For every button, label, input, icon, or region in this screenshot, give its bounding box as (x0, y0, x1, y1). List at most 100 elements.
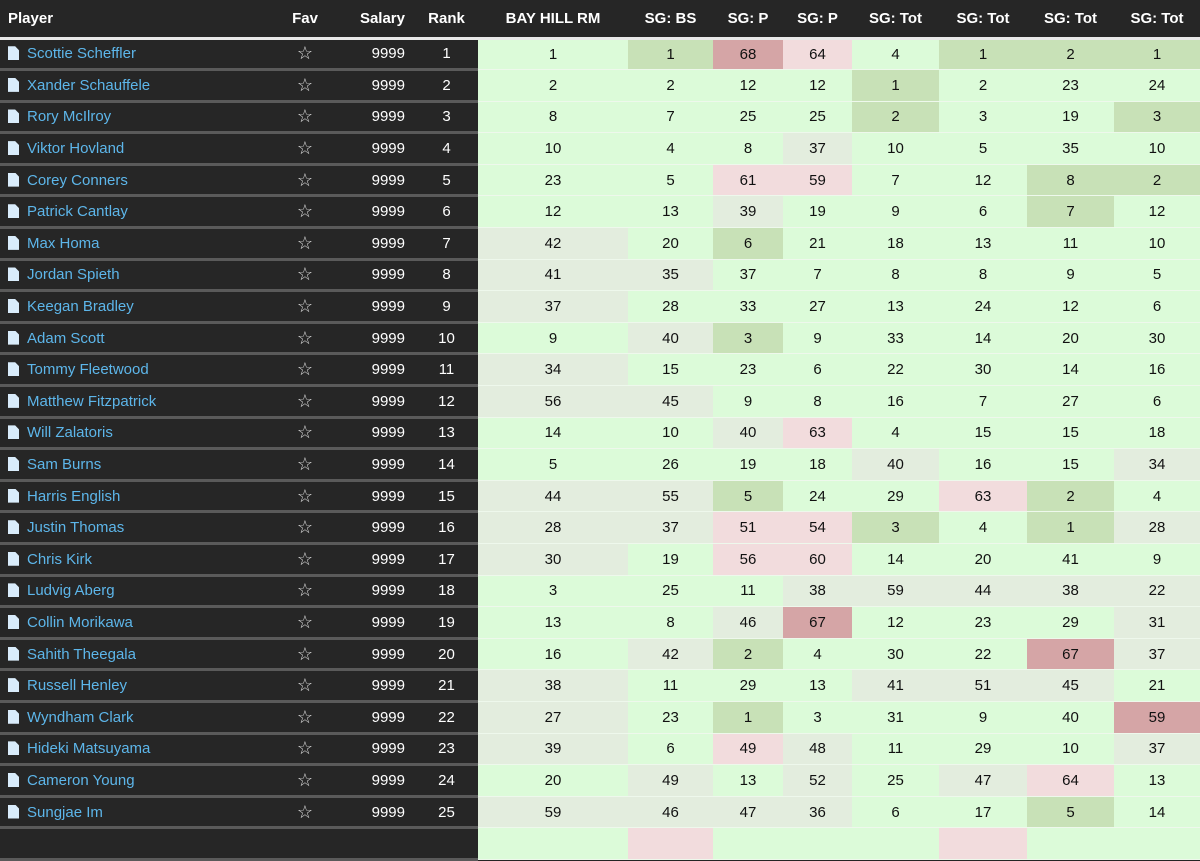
favorite-star-icon[interactable]: ☆ (285, 259, 325, 293)
player-link[interactable]: Justin Thomas (27, 519, 125, 537)
favorite-star-icon[interactable]: ☆ (285, 322, 325, 356)
header-rank[interactable]: Rank (415, 0, 478, 40)
favorite-star-icon[interactable]: ☆ (285, 511, 325, 545)
player-cell: Ludvig Aberg (0, 575, 285, 609)
favorite-star-icon[interactable]: ☆ (285, 733, 325, 767)
favorite-star-icon[interactable]: ☆ (285, 164, 325, 198)
player-link[interactable]: Viktor Hovland (27, 140, 125, 158)
document-icon[interactable] (8, 77, 19, 92)
document-icon[interactable] (8, 488, 19, 503)
favorite-star-icon[interactable]: ☆ (285, 227, 325, 261)
player-link[interactable]: Ludvig Aberg (27, 582, 115, 600)
player-cell: Xander Schauffele (0, 69, 285, 103)
header-sg-tot-1[interactable]: SG: Tot (852, 0, 939, 40)
document-icon[interactable] (8, 772, 19, 787)
stat-cell: 39 (478, 733, 628, 766)
player-link[interactable]: Russell Henley (27, 677, 128, 695)
favorite-star-icon[interactable]: ☆ (285, 38, 325, 72)
player-link[interactable]: Adam Scott (27, 329, 105, 347)
favorite-star-icon[interactable]: ☆ (285, 796, 325, 830)
player-link[interactable]: Sam Burns (27, 456, 102, 474)
header-fav[interactable]: Fav (285, 0, 325, 40)
document-icon[interactable] (8, 235, 19, 250)
player-link[interactable]: Max Homa (27, 234, 100, 252)
player-link[interactable]: Wyndham Clark (27, 708, 134, 726)
document-icon[interactable] (8, 741, 19, 756)
favorite-star-icon[interactable]: ☆ (285, 290, 325, 324)
favorite-star-icon[interactable]: ☆ (285, 543, 325, 577)
player-link[interactable]: Will Zalatoris (27, 424, 113, 442)
player-link[interactable]: Cameron Young (27, 771, 135, 789)
document-icon[interactable] (8, 141, 19, 156)
player-link[interactable]: Patrick Cantlay (27, 203, 128, 221)
stat-cell: 37 (478, 290, 628, 323)
document-icon[interactable] (8, 299, 19, 314)
header-bay-hill-rm[interactable]: BAY HILL RM (478, 0, 628, 40)
stat-cell: 14 (478, 417, 628, 450)
document-icon[interactable] (8, 109, 19, 124)
player-link[interactable]: Collin Morikawa (27, 613, 133, 631)
document-icon[interactable] (8, 709, 19, 724)
document-icon[interactable] (8, 46, 19, 61)
document-icon[interactable] (8, 362, 19, 377)
document-icon[interactable] (8, 583, 19, 598)
stat-cell: 2 (939, 69, 1027, 102)
document-icon[interactable] (8, 204, 19, 219)
player-link[interactable]: Hideki Matsuyama (27, 740, 151, 758)
player-link[interactable]: Xander Schauffele (27, 76, 151, 94)
stat-cell: 1 (852, 69, 939, 102)
header-sg-tot-4[interactable]: SG: Tot (1114, 0, 1200, 40)
player-link[interactable]: Scottie Scheffler (27, 45, 136, 63)
player-link[interactable]: Harris English (27, 487, 121, 505)
document-icon[interactable] (8, 425, 19, 440)
player-link[interactable]: Tommy Fleetwood (27, 361, 149, 379)
document-icon[interactable] (8, 614, 19, 629)
document-icon[interactable] (8, 551, 19, 566)
stat-cell: 59 (852, 575, 939, 608)
favorite-star-icon[interactable]: ☆ (285, 701, 325, 735)
favorite-star-icon[interactable]: ☆ (285, 69, 325, 103)
favorite-star-icon[interactable]: ☆ (285, 764, 325, 798)
favorite-star-icon[interactable]: ☆ (285, 195, 325, 230)
document-icon[interactable] (8, 520, 19, 535)
favorite-star-icon[interactable]: ☆ (285, 417, 325, 451)
stat-cell: 22 (1114, 575, 1200, 608)
document-icon[interactable] (8, 678, 19, 693)
player-link[interactable]: Rory McIlroy (27, 108, 112, 126)
favorite-star-icon[interactable]: ☆ (285, 480, 325, 514)
player-link[interactable]: Chris Kirk (27, 550, 93, 568)
favorite-star-icon[interactable]: ☆ (285, 132, 325, 166)
document-icon[interactable] (8, 172, 19, 187)
favorite-star-icon[interactable]: ☆ (285, 669, 325, 703)
favorite-star-icon[interactable]: ☆ (285, 353, 325, 388)
player-link[interactable]: Corey Conners (27, 171, 128, 189)
document-icon[interactable] (8, 457, 19, 472)
document-icon[interactable] (8, 804, 19, 819)
salary-cell: 9999 (325, 69, 415, 103)
document-icon[interactable] (8, 267, 19, 282)
header-sg-tot-3[interactable]: SG: Tot (1027, 0, 1114, 40)
player-link[interactable]: Keegan Bradley (27, 298, 134, 316)
document-icon[interactable] (8, 330, 19, 345)
favorite-star-icon[interactable]: ☆ (285, 638, 325, 672)
favorite-star-icon[interactable]: ☆ (285, 575, 325, 609)
favorite-star-icon[interactable]: ☆ (285, 606, 325, 640)
header-sg-p-1[interactable]: SG: P (713, 0, 783, 40)
header-sg-tot-2[interactable]: SG: Tot (939, 0, 1027, 40)
player-link[interactable]: Sungjae Im (27, 803, 103, 821)
player-link[interactable]: Sahith Theegala (27, 645, 136, 663)
player-link[interactable]: Jordan Spieth (27, 266, 120, 284)
favorite-star-icon[interactable]: ☆ (285, 101, 325, 135)
header-salary[interactable]: Salary (325, 0, 415, 40)
header-sg-p-2[interactable]: SG: P (783, 0, 852, 40)
document-icon[interactable] (8, 646, 19, 661)
favorite-star-icon[interactable]: ☆ (285, 385, 325, 419)
rank-cell: 14 (415, 448, 478, 482)
favorite-star-icon[interactable]: ☆ (285, 448, 325, 482)
player-link[interactable]: Matthew Fitzpatrick (27, 392, 157, 410)
rank-cell: 19 (415, 606, 478, 640)
stat-cell: 37 (783, 132, 852, 165)
document-icon[interactable] (8, 393, 19, 408)
header-player[interactable]: Player (0, 0, 285, 40)
header-sg-bs[interactable]: SG: BS (628, 0, 713, 40)
